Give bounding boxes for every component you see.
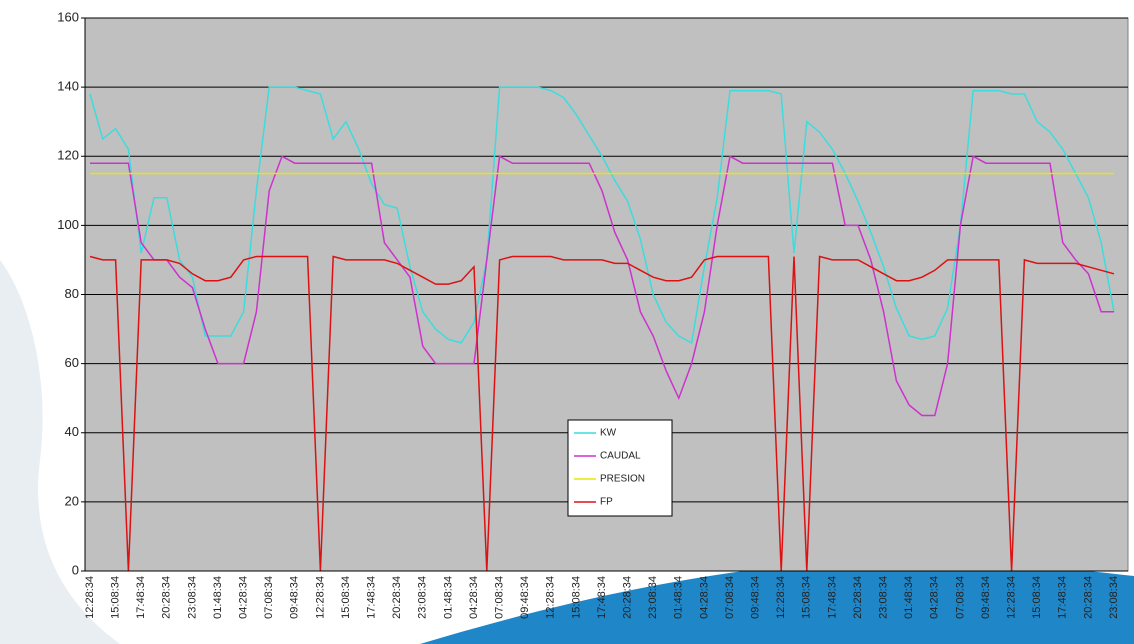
x-tick-label: 04:28:34 — [468, 576, 480, 619]
legend-label: KW — [600, 428, 617, 439]
x-tick-label: 09:48:34 — [519, 576, 531, 619]
x-tick-label: 17:48:34 — [1057, 576, 1069, 619]
x-tick-label: 20:28:34 — [161, 576, 173, 619]
legend: KW CAUDAL PRESION FP — [568, 420, 672, 516]
x-tick-label: 01:48:34 — [673, 576, 685, 619]
x-tick-label: 23:08:34 — [878, 576, 890, 619]
page: 0 20 40 60 80 100 120 140 160 12:28:34 15:08:34 17… — [0, 0, 1134, 644]
x-tick-label: 07:08:34 — [494, 576, 506, 619]
x-tick-label: 20:28:34 — [852, 576, 864, 619]
x-tick-label: 17:48:34 — [366, 576, 378, 619]
x-tick-label: 12:28:34 — [84, 576, 96, 619]
y-tick-label: 40 — [65, 424, 79, 439]
y-tick-label: 60 — [65, 355, 79, 370]
x-tick-label: 12:28:34 — [775, 576, 787, 619]
x-tick-label: 15:08:34 — [110, 576, 122, 619]
x-tick-label: 01:48:34 — [903, 576, 915, 619]
x-labels: 12:28:34 15:08:34 17:48:34 20:28:34 23:08:34… — [84, 576, 1120, 619]
x-tick-label: 20:28:34 — [391, 576, 403, 619]
x-tick-label: 09:48:34 — [980, 576, 992, 619]
x-tick-label: 15:08:34 — [340, 576, 352, 619]
y-tick-label: 0 — [72, 562, 79, 577]
x-tick-label: 17:48:34 — [135, 576, 147, 619]
x-tick-label: 23:08:34 — [417, 576, 429, 619]
x-tick-label: 23:08:34 — [1108, 576, 1120, 619]
x-tick-label: 07:08:34 — [954, 576, 966, 619]
x-tick-label: 12:28:34 — [545, 576, 557, 619]
x-tick-label: 15:08:34 — [570, 576, 582, 619]
x-tick-label: 20:28:34 — [1082, 576, 1094, 619]
y-tick-label: 120 — [57, 148, 79, 163]
legend-label: PRESION — [600, 474, 645, 485]
y-tick-label: 160 — [57, 9, 79, 24]
x-tick-label: 17:48:34 — [826, 576, 838, 619]
x-tick-label: 09:48:34 — [750, 576, 762, 619]
legend-label: FP — [600, 497, 613, 508]
x-tick-label: 20:28:34 — [622, 576, 634, 619]
x-tick-label: 07:08:34 — [263, 576, 275, 619]
x-tick-label: 09:48:34 — [289, 576, 301, 619]
y-tick-label: 100 — [57, 217, 79, 232]
x-tick-label: 07:08:34 — [724, 576, 736, 619]
y-tick-label: 20 — [65, 493, 79, 508]
x-tick-label: 23:08:34 — [647, 576, 659, 619]
x-tick-label: 23:08:34 — [186, 576, 198, 619]
x-tick-label: 12:28:34 — [314, 576, 326, 619]
legend-label: CAUDAL — [600, 451, 641, 462]
x-tick-label: 01:48:34 — [442, 576, 454, 619]
chart: 0 20 40 60 80 100 120 140 160 12:28:34 15:08:34 17… — [0, 0, 1134, 644]
y-tick-label: 80 — [65, 286, 79, 301]
x-tick-label: 15:08:34 — [801, 576, 813, 619]
x-tick-label: 15:08:34 — [1031, 576, 1043, 619]
x-tick-label: 12:28:34 — [1006, 576, 1018, 619]
x-tick-label: 17:48:34 — [596, 576, 608, 619]
y-tick-label: 140 — [57, 79, 79, 94]
x-tick-label: 04:28:34 — [929, 576, 941, 619]
x-tick-label: 04:28:34 — [238, 576, 250, 619]
x-tick-label: 04:28:34 — [698, 576, 710, 619]
x-tick-label: 01:48:34 — [212, 576, 224, 619]
